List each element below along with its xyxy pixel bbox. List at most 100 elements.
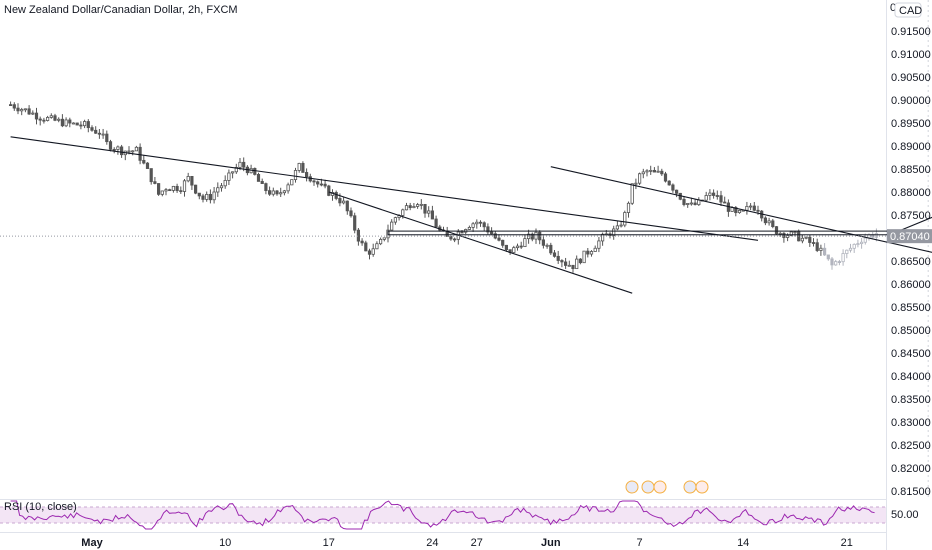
currency-badge[interactable] — [894, 2, 922, 18]
drawings[interactable] — [10, 136, 932, 294]
candle-body — [353, 215, 357, 231]
candle-body — [519, 245, 523, 248]
resistance-zone[interactable] — [387, 230, 932, 236]
candle-body — [105, 133, 109, 143]
candle-body — [34, 112, 39, 120]
candle-body — [219, 185, 224, 189]
candle-body — [460, 231, 464, 234]
economic-events[interactable] — [625, 480, 709, 494]
candle-body — [541, 239, 546, 246]
candle-body — [301, 162, 305, 173]
candle-body — [641, 171, 645, 175]
candle-body — [771, 220, 775, 228]
candle-body — [46, 117, 50, 121]
price-tick-label: 0.90500 — [891, 72, 931, 84]
candle-body — [242, 161, 246, 168]
event-ca-flag-icon[interactable] — [653, 480, 667, 494]
candle-body — [452, 238, 457, 241]
candle-body — [275, 190, 279, 195]
candle-body — [430, 210, 435, 220]
price-tick-label: 0.89500 — [891, 118, 931, 130]
candle-body — [94, 129, 98, 134]
candle-body — [64, 119, 68, 127]
candle-body — [501, 239, 505, 246]
candle-body — [290, 179, 294, 186]
date-tick-label: May — [81, 537, 103, 549]
candle-body — [83, 121, 87, 127]
candle-body — [401, 209, 405, 216]
price-tick-label: 0.86000 — [891, 279, 931, 291]
candle-body — [271, 190, 275, 195]
candle-body — [227, 172, 231, 181]
candle-body — [171, 185, 175, 191]
candle-body — [408, 205, 412, 209]
candle-body — [116, 146, 120, 150]
candle-body — [619, 224, 623, 227]
candle-body — [253, 167, 257, 175]
candle-body — [593, 247, 597, 252]
candle-body — [589, 251, 594, 255]
candle-body — [834, 261, 838, 266]
date-tick-label: 24 — [426, 537, 438, 549]
candle-body — [475, 221, 479, 225]
event-nz-flag-icon[interactable] — [683, 480, 697, 494]
date-tick-label: 17 — [323, 537, 335, 549]
candle-body — [160, 190, 164, 195]
candle-body — [367, 250, 372, 255]
candle-body — [749, 205, 753, 208]
candle-body — [168, 189, 172, 192]
candle-body — [549, 244, 553, 254]
trendline-short-upper[interactable] — [550, 166, 932, 257]
trendline-channel-lower[interactable] — [328, 191, 633, 294]
event-nz-flag-icon[interactable] — [641, 480, 655, 494]
candle-body — [205, 193, 209, 200]
candle-body — [515, 245, 520, 249]
trendline-long[interactable] — [10, 136, 759, 241]
candle-body — [145, 162, 150, 169]
candle-body — [86, 121, 90, 129]
event-nz-flag-icon[interactable] — [625, 480, 639, 494]
candle-body — [390, 221, 394, 231]
candle-body — [341, 200, 346, 204]
candle-body — [364, 242, 368, 252]
price-tick-label: 0.82000 — [891, 463, 931, 475]
candle-body — [267, 190, 272, 195]
price-tick-label: 0.83500 — [891, 394, 931, 406]
candle-body — [208, 193, 212, 201]
candle-body — [120, 146, 124, 156]
candle-body — [660, 170, 664, 175]
candle-body — [504, 244, 509, 251]
candle-body — [256, 174, 261, 182]
candle-body — [556, 255, 560, 261]
date-tick-label: 14 — [737, 537, 749, 549]
candle-body — [186, 176, 190, 182]
candle-body — [808, 236, 812, 243]
candle-body — [486, 226, 490, 233]
candle-body — [615, 225, 620, 230]
candle-body — [319, 183, 324, 186]
date-tick-label: 10 — [219, 537, 231, 549]
price-tick-label: 0.88000 — [891, 187, 931, 199]
candle-body — [138, 146, 142, 161]
candle-body — [112, 148, 116, 151]
last-price-tag — [887, 229, 932, 244]
candle-body — [630, 183, 634, 204]
candle-body — [360, 240, 364, 244]
candle-body — [286, 184, 290, 192]
candle-body — [497, 237, 501, 241]
candle-body — [264, 183, 268, 192]
projection-path[interactable] — [898, 169, 932, 232]
candle-body — [53, 115, 57, 121]
candle-body — [304, 172, 309, 178]
candle-body — [667, 180, 671, 186]
candle-body — [804, 236, 808, 239]
candle-body — [164, 189, 168, 192]
candle-body — [723, 201, 727, 204]
candle-body — [837, 261, 842, 263]
event-ca-flag-icon[interactable] — [695, 480, 709, 494]
candle-body — [71, 122, 76, 125]
date-tick-label: Jun — [541, 537, 561, 549]
candle-body — [20, 109, 24, 112]
candle-body — [656, 170, 660, 173]
